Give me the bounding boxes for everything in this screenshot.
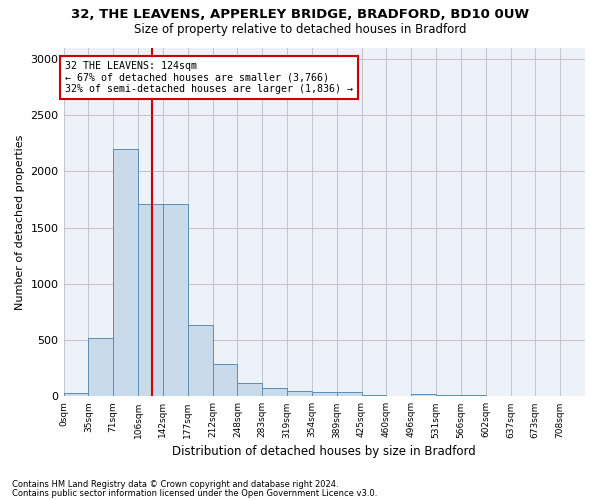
Bar xyxy=(337,392,362,396)
Bar xyxy=(362,395,386,396)
Text: 32, THE LEAVENS, APPERLEY BRIDGE, BRADFORD, BD10 0UW: 32, THE LEAVENS, APPERLEY BRIDGE, BRADFO… xyxy=(71,8,529,20)
Bar xyxy=(436,395,461,396)
Bar xyxy=(88,338,113,396)
X-axis label: Distribution of detached houses by size in Bradford: Distribution of detached houses by size … xyxy=(172,444,476,458)
Bar xyxy=(287,392,312,396)
Bar xyxy=(64,393,88,396)
Y-axis label: Number of detached properties: Number of detached properties xyxy=(15,134,25,310)
Bar xyxy=(138,204,163,396)
Bar xyxy=(312,392,337,396)
Bar xyxy=(212,364,238,396)
Bar xyxy=(461,395,485,396)
Bar xyxy=(163,204,188,396)
Text: 32 THE LEAVENS: 124sqm
← 67% of detached houses are smaller (3,766)
32% of semi-: 32 THE LEAVENS: 124sqm ← 67% of detached… xyxy=(65,61,353,94)
Bar xyxy=(262,388,287,396)
Bar xyxy=(238,383,262,396)
Text: Contains public sector information licensed under the Open Government Licence v3: Contains public sector information licen… xyxy=(12,488,377,498)
Text: Size of property relative to detached houses in Bradford: Size of property relative to detached ho… xyxy=(134,22,466,36)
Text: Contains HM Land Registry data © Crown copyright and database right 2024.: Contains HM Land Registry data © Crown c… xyxy=(12,480,338,489)
Bar xyxy=(188,326,212,396)
Bar xyxy=(411,394,436,396)
Bar xyxy=(113,149,138,396)
